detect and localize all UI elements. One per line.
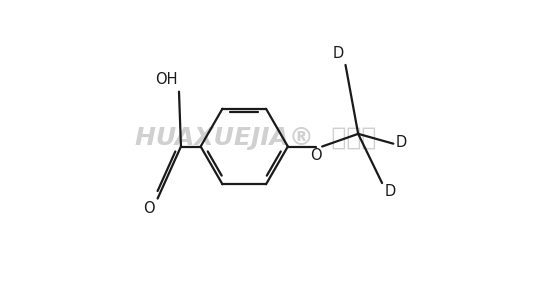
Text: HUAXUEJIA®  化学加: HUAXUEJIA® 化学加 xyxy=(135,126,376,150)
Text: D: D xyxy=(333,46,344,61)
Text: D: D xyxy=(395,135,407,150)
Text: D: D xyxy=(384,185,395,200)
Text: O: O xyxy=(310,148,322,163)
Text: O: O xyxy=(143,201,155,216)
Text: OH: OH xyxy=(155,72,177,87)
